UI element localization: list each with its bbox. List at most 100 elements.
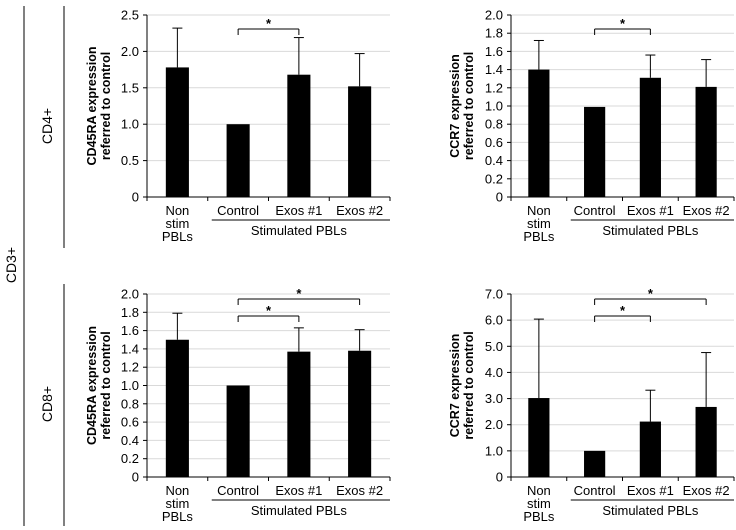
y-tick-label: 1.0 [485, 99, 503, 114]
cd4-label: CD4+ [39, 108, 55, 144]
bar [287, 74, 311, 197]
category-label: Exos #1 [275, 203, 322, 218]
y-tick-label: 1.6 [485, 44, 503, 59]
y-tick-label: 1.2 [485, 80, 503, 95]
category-label: stim [165, 496, 189, 511]
y-axis-title: referred to control [99, 52, 113, 160]
y-tick-label: 1.0 [121, 117, 139, 132]
significance-star: * [648, 286, 654, 301]
y-axis-title: referred to control [99, 331, 113, 439]
y-tick-label: 5.0 [485, 339, 503, 354]
group-label: Stimulated PBLs [602, 223, 699, 238]
category-label: Exos #1 [275, 483, 322, 498]
chart-cd8-cd45ra: 0 0.2 0.4 0.6 0.8 1.0 1.2 1.4 1.6 1.8 2.0 CD45RA ex… [85, 286, 391, 524]
bar [695, 406, 717, 477]
y-tick-label: 0 [132, 190, 139, 205]
category-label: Non [527, 203, 551, 218]
category-label: Exos #2 [683, 203, 730, 218]
category-label: Control [574, 203, 616, 218]
bar [165, 67, 189, 197]
category-label: stim [165, 216, 189, 231]
significance-star: * [266, 16, 272, 31]
significance-star: * [620, 16, 626, 31]
y-axis-title: CD45RA expression [85, 46, 99, 165]
group-label: Stimulated PBLs [251, 223, 348, 238]
y-tick-label: 1.6 [121, 323, 139, 338]
category-label: Control [574, 483, 616, 498]
chart-cd4-cd45ra: 0 0.5 1.0 1.5 2.0 2.5 CD45RA expression referre… [85, 8, 391, 244]
significance-star: * [266, 303, 272, 318]
category-label: Control [217, 203, 259, 218]
y-tick-label: 0 [496, 190, 503, 205]
y-axis-title: CD45RA expression [85, 326, 99, 445]
bar [226, 124, 250, 197]
category-label: PBLs [523, 229, 555, 244]
bar [695, 86, 717, 197]
bar [528, 398, 550, 477]
bar [226, 385, 250, 477]
y-tick-label: 1.8 [121, 305, 139, 320]
y-tick-label: 0.8 [485, 117, 503, 132]
y-axis-title: referred to control [462, 331, 476, 439]
category-label: PBLs [523, 509, 555, 524]
y-tick-label: 0.2 [485, 171, 503, 186]
y-tick-label: 6.0 [485, 313, 503, 328]
category-label: Exos #2 [683, 483, 730, 498]
y-tick-label: 0 [496, 470, 503, 485]
y-axis-title: referred to control [462, 52, 476, 160]
y-tick-label: 2.0 [485, 8, 503, 23]
y-tick-label: 0.2 [121, 451, 139, 466]
category-label: PBLs [162, 509, 194, 524]
y-tick-label: 0.6 [485, 135, 503, 150]
y-tick-label: 2.0 [121, 44, 139, 59]
bar [348, 86, 372, 197]
cd3-label: CD3+ [3, 247, 19, 283]
y-tick-label: 1.8 [485, 26, 503, 41]
category-label: Control [217, 483, 259, 498]
y-tick-label: 0 [132, 470, 139, 485]
bar [528, 69, 550, 197]
y-tick-label: 0.8 [121, 396, 139, 411]
bar [348, 350, 372, 477]
y-tick-label: 1.5 [121, 80, 139, 95]
y-tick-label: 1.0 [485, 443, 503, 458]
y-axis-title: CCR7 expression [448, 334, 462, 438]
chart-cd8-ccr7: 0 1.0 2.0 3.0 4.0 5.0 6.0 7.0 CCR7 expression ref… [448, 286, 735, 524]
bar [584, 450, 606, 477]
y-tick-label: 1.0 [121, 378, 139, 393]
y-tick-label: 0.5 [121, 153, 139, 168]
y-tick-label: 1.4 [485, 62, 503, 77]
y-tick-label: 1.2 [121, 360, 139, 375]
group-label: Stimulated PBLs [602, 503, 699, 518]
category-label: Exos #2 [336, 203, 383, 218]
y-tick-label: 3.0 [485, 391, 503, 406]
category-label: Non [165, 203, 189, 218]
y-tick-label: 2.0 [121, 287, 139, 302]
bar [639, 421, 661, 477]
category-label: stim [527, 496, 551, 511]
y-tick-label: 4.0 [485, 365, 503, 380]
category-label: stim [527, 216, 551, 231]
y-tick-label: 2.5 [121, 8, 139, 23]
bar [287, 351, 311, 477]
significance-star: * [620, 303, 626, 318]
category-label: Exos #1 [627, 203, 674, 218]
y-tick-label: 0.6 [121, 415, 139, 430]
y-tick-label: 0.4 [485, 153, 503, 168]
category-label: Non [527, 483, 551, 498]
category-label: Exos #1 [627, 483, 674, 498]
category-label: PBLs [162, 229, 194, 244]
category-label: Non [165, 483, 189, 498]
y-tick-label: 2.0 [485, 417, 503, 432]
group-label: Stimulated PBLs [251, 503, 348, 518]
category-label: Exos #2 [336, 483, 383, 498]
significance-star: * [296, 286, 302, 301]
y-tick-label: 7.0 [485, 287, 503, 302]
y-tick-label: 1.4 [121, 341, 139, 356]
y-tick-label: 0.4 [121, 433, 139, 448]
y-axis-title: CCR7 expression [448, 54, 462, 158]
bar [639, 77, 661, 197]
cd8-label: CD8+ [39, 386, 55, 422]
chart-cd4-ccr7: 0 0.2 0.4 0.6 0.8 1.0 1.2 1.4 1.6 1.8 2.0 CCR7 expr… [448, 8, 735, 244]
